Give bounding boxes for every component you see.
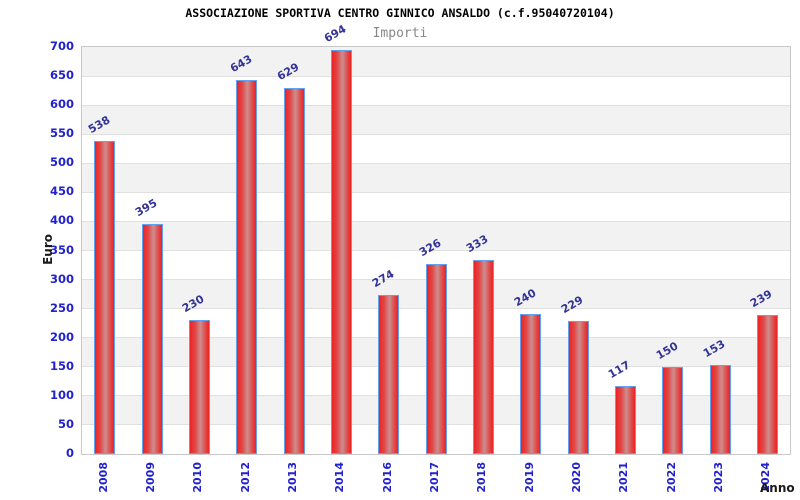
grid-band [82, 76, 790, 106]
bar [520, 314, 542, 454]
x-tick-label: 2018 [475, 462, 489, 493]
x-tick-label: 2014 [333, 462, 347, 493]
bar [236, 80, 258, 454]
chart-title: ASSOCIAZIONE SPORTIVA CENTRO GINNICO ANS… [185, 6, 615, 20]
bar [567, 321, 589, 454]
x-tick-label: 2013 [286, 462, 299, 493]
x-tick-label: 2012 [238, 462, 252, 493]
bar [378, 295, 400, 454]
x-tick-label: 2019 [522, 462, 536, 493]
y-tick-label: 700 [49, 39, 74, 53]
y-tick-label: 300 [49, 271, 74, 286]
grid-band [82, 163, 790, 193]
chart-subtitle: Importi [372, 26, 428, 41]
grid-band [82, 221, 790, 251]
gridline [82, 75, 790, 77]
y-tick-label: 100 [49, 387, 74, 402]
bar [756, 315, 778, 454]
y-tick-label: 400 [49, 213, 74, 228]
gridline [82, 191, 790, 193]
y-tick-label: 500 [49, 155, 74, 170]
bar [141, 224, 163, 454]
x-tick-label: 2021 [617, 462, 631, 493]
x-tick-label: 2010 [191, 462, 205, 493]
bar [425, 264, 447, 454]
bar [662, 367, 684, 454]
y-tick-label: 150 [49, 358, 74, 373]
y-tick-label: 0 [65, 446, 74, 460]
bar [614, 386, 636, 454]
bar [283, 88, 305, 454]
x-axis-title: Anno [760, 481, 795, 495]
x-tick-label: 2020 [570, 462, 583, 493]
y-tick-label: 250 [49, 300, 74, 315]
plot-area [81, 46, 791, 455]
x-tick-label: 2022 [664, 462, 678, 493]
grid-band [82, 134, 790, 164]
gridline [82, 133, 790, 135]
grid-band [82, 105, 790, 135]
x-tick-label: 2016 [380, 462, 394, 493]
bar [472, 260, 494, 454]
gridline [82, 220, 790, 222]
bar [188, 320, 210, 454]
bar [709, 365, 731, 454]
x-tick-label: 2008 [96, 462, 110, 493]
x-tick-label: 2023 [712, 462, 725, 493]
x-tick-label: 2009 [144, 462, 157, 493]
y-tick-label: 550 [49, 126, 74, 141]
bar [330, 50, 352, 454]
gridline [82, 162, 790, 164]
gridline [82, 104, 790, 106]
x-tick-label: 2017 [428, 462, 441, 493]
y-tick-label: 600 [49, 97, 74, 112]
y-tick-label: 450 [49, 184, 74, 199]
gridline [82, 250, 790, 251]
y-tick-label: 650 [49, 68, 74, 83]
grid-band [82, 47, 790, 77]
bar [94, 141, 116, 454]
grid-band [82, 192, 790, 222]
y-tick-label: 50 [57, 416, 74, 431]
y-tick-label: 350 [49, 242, 74, 257]
y-tick-label: 200 [49, 329, 74, 344]
y-axis-title: Euro [41, 233, 55, 265]
